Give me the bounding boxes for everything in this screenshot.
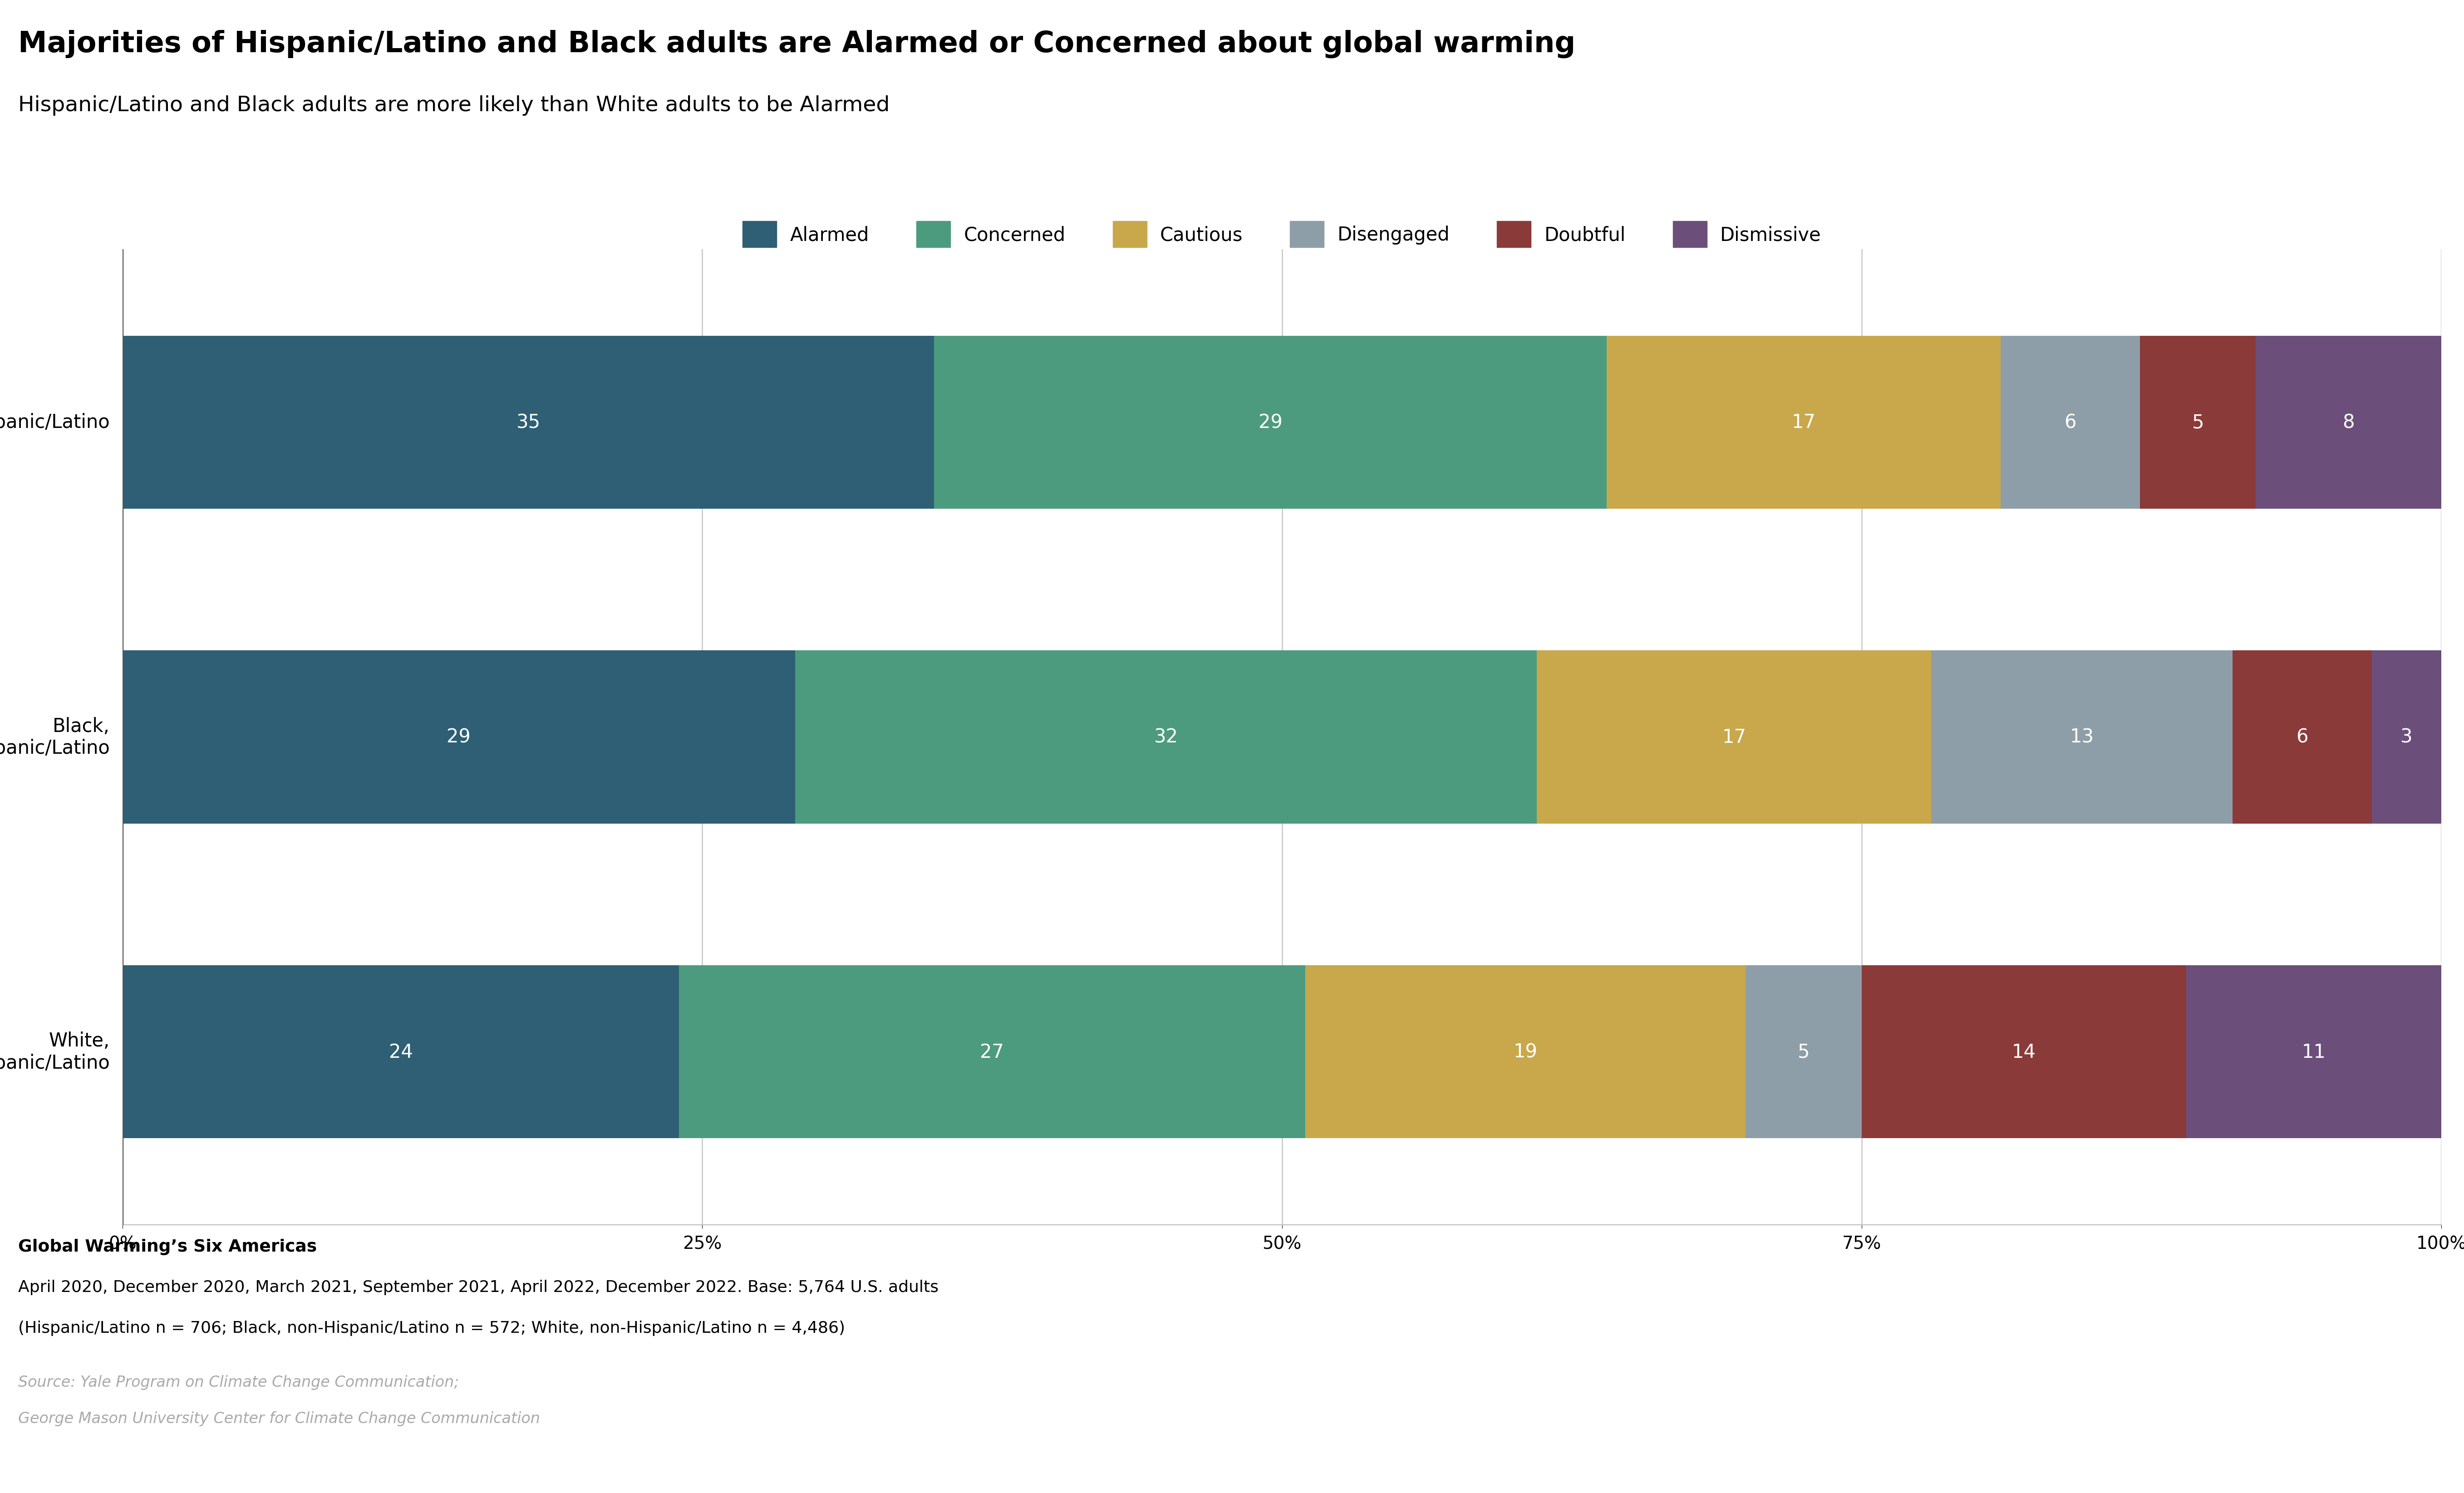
Text: 24: 24: [389, 1042, 414, 1062]
Bar: [2001, 336, 2139, 509]
Text: Source: Yale Program on Climate Change Communication;: Source: Yale Program on Climate Change C…: [17, 1375, 458, 1390]
Text: 13: 13: [2070, 727, 2094, 746]
Text: 17: 17: [1722, 727, 1747, 746]
Text: 3: 3: [2400, 727, 2412, 746]
Text: 19: 19: [1513, 1042, 1538, 1062]
Bar: [123, 651, 796, 824]
Text: 17: 17: [1791, 414, 1816, 431]
Text: April 2020, December 2020, March 2021, September 2021, April 2022, December 2022: April 2020, December 2020, March 2021, S…: [17, 1280, 939, 1294]
Text: 27: 27: [981, 1042, 1003, 1062]
Bar: [1306, 966, 1745, 1138]
Bar: [2139, 336, 2257, 509]
Bar: [1538, 651, 1932, 824]
Text: 32: 32: [1153, 727, 1178, 746]
Text: 29: 29: [1259, 414, 1281, 431]
Bar: [1863, 966, 2186, 1138]
Bar: [1607, 336, 2001, 509]
Text: 6: 6: [2296, 727, 2309, 746]
Legend: Alarmed, Concerned, Cautious, Disengaged, Doubtful, Dismissive: Alarmed, Concerned, Cautious, Disengaged…: [734, 213, 1828, 255]
Text: (Hispanic/Latino n = 706; Black, non-Hispanic/Latino n = 572; White, non-Hispani: (Hispanic/Latino n = 706; Black, non-His…: [17, 1320, 845, 1336]
Text: 14: 14: [2013, 1042, 2035, 1062]
Text: 5: 5: [2193, 414, 2203, 431]
Bar: [680, 966, 1306, 1138]
Bar: [796, 651, 1538, 824]
Text: Majorities of Hispanic/Latino and Black adults are Alarmed or Concerned about gl: Majorities of Hispanic/Latino and Black …: [17, 30, 1574, 58]
Bar: [2257, 336, 2442, 509]
Text: 5: 5: [1799, 1042, 1809, 1062]
Bar: [2373, 651, 2442, 824]
Text: Hispanic/Latino and Black adults are more likely than White adults to be Alarmed: Hispanic/Latino and Black adults are mor…: [17, 96, 890, 115]
Bar: [2186, 966, 2442, 1138]
Text: 6: 6: [2065, 414, 2077, 431]
Bar: [1745, 966, 1863, 1138]
Text: George Mason University Center for Climate Change Communication: George Mason University Center for Clima…: [17, 1411, 540, 1426]
Text: 35: 35: [517, 414, 540, 431]
Text: 29: 29: [446, 727, 471, 746]
Bar: [1932, 651, 2232, 824]
Text: 11: 11: [2301, 1042, 2326, 1062]
Text: 8: 8: [2343, 414, 2356, 431]
Bar: [934, 336, 1607, 509]
Bar: [2232, 651, 2373, 824]
Bar: [123, 336, 934, 509]
Bar: [123, 966, 680, 1138]
Text: Global Warming’s Six Americas: Global Warming’s Six Americas: [17, 1239, 318, 1254]
